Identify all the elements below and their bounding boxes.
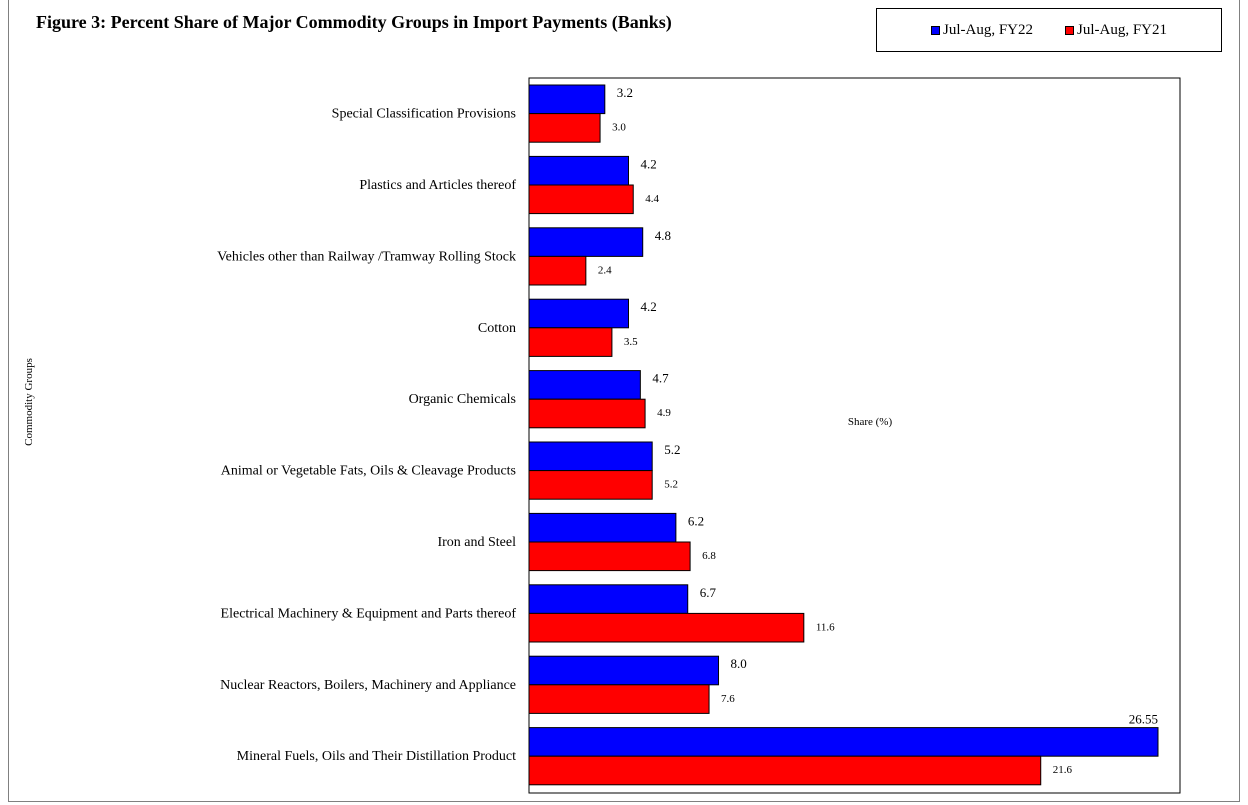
bar-fy22 xyxy=(528,84,606,115)
bar-fy22 xyxy=(528,227,644,257)
category-label: Electrical Machinery & Equipment and Par… xyxy=(221,606,517,621)
data-label-fy22: 3.2 xyxy=(617,85,633,100)
legend-swatch-fy22 xyxy=(930,25,940,35)
data-label-fy22: 4.2 xyxy=(641,156,657,171)
chart-legend: Jul-Aug, FY22 Jul-Aug, FY21 xyxy=(876,8,1222,52)
bar-fy21 xyxy=(528,113,601,143)
bar-fy22 xyxy=(528,512,677,543)
legend-item-fy22: Jul-Aug, FY22 xyxy=(930,21,1033,39)
plot-area xyxy=(528,77,1181,794)
data-label-fy22: 6.7 xyxy=(700,585,717,600)
bar-fy22 xyxy=(528,584,689,614)
legend-swatch-fy21 xyxy=(1065,25,1074,35)
bar-fy22 xyxy=(528,655,720,686)
legend-item-fy21: Jul-Aug, FY21 xyxy=(1065,22,1167,39)
category-label: Mineral Fuels, Oils and Their Distillati… xyxy=(237,749,516,764)
data-label-fy21: 3.5 xyxy=(624,336,638,348)
category-label: Iron and Steel xyxy=(437,535,516,550)
bar-fy22 xyxy=(528,370,641,400)
data-label-fy22: 8.0 xyxy=(731,656,747,671)
data-label-fy22: 6.2 xyxy=(688,513,704,528)
bar-fy22 xyxy=(528,155,630,186)
category-label: Vehicles other than Railway /Tramway Rol… xyxy=(217,249,516,264)
chart-title: Figure 3: Percent Share of Major Commodi… xyxy=(36,12,672,32)
bar-fy21 xyxy=(528,755,1042,786)
category-label: Plastics and Articles thereof xyxy=(359,178,516,193)
bar-fy21 xyxy=(528,541,691,572)
x-axis-label: Share (%) xyxy=(848,416,893,428)
bar-fy21 xyxy=(528,470,653,500)
data-label-fy21: 5.2 xyxy=(664,479,678,491)
legend-label-fy22: Jul-Aug, FY22 xyxy=(942,21,1033,38)
data-label-fy21: 4.9 xyxy=(657,407,671,419)
data-label-fy21: 3.0 xyxy=(612,122,626,134)
bar-fy21 xyxy=(528,684,710,714)
bar-fy21 xyxy=(528,398,646,429)
data-label-fy21: 2.4 xyxy=(598,264,612,276)
category-label: Organic Chemicals xyxy=(409,392,516,407)
category-label: Animal or Vegetable Fats, Oils & Cleavag… xyxy=(221,464,516,479)
bar-fy22 xyxy=(528,441,653,472)
data-label-fy21: 4.4 xyxy=(645,193,659,205)
data-label-fy21: 7.6 xyxy=(721,693,735,705)
category-label: Nuclear Reactors, Boilers, Machinery and… xyxy=(220,678,516,693)
bar-fy21 xyxy=(528,255,587,286)
data-label-fy22: 4.8 xyxy=(655,228,671,243)
chart-frame xyxy=(8,0,1240,802)
data-label-fy22: 4.7 xyxy=(652,371,669,386)
data-label-fy22: 26.55 xyxy=(1129,712,1158,727)
bar-fy22 xyxy=(528,727,1159,757)
legend-label-fy21: Jul-Aug, FY21 xyxy=(1077,21,1168,38)
data-label-fy21: 11.6 xyxy=(816,621,835,633)
data-label-fy22: 4.2 xyxy=(641,299,657,314)
bar-fy21 xyxy=(528,184,634,215)
data-label-fy22: 5.2 xyxy=(664,442,680,457)
data-label-fy21: 6.8 xyxy=(702,550,716,562)
bar-fy21 xyxy=(528,327,613,357)
bar-fy21 xyxy=(528,612,805,643)
category-label: Special Classification Provisions xyxy=(332,107,516,122)
category-label: Cotton xyxy=(478,321,516,336)
bar-fy22 xyxy=(528,298,630,329)
data-label-fy21: 21.6 xyxy=(1053,764,1073,776)
